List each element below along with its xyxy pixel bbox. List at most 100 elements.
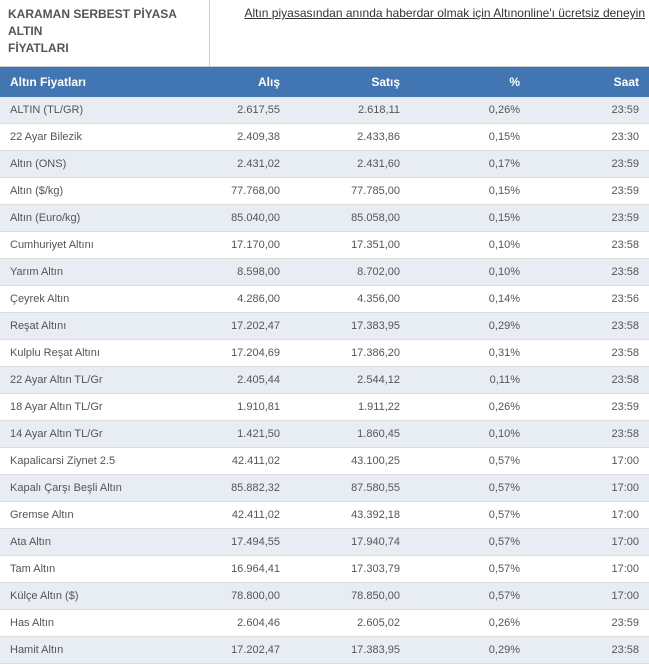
cell-pct: 0,29% (410, 313, 530, 340)
cell-satis: 17.386,20 (290, 340, 410, 367)
cell-alis: 42.411,02 (170, 448, 290, 475)
cell-pct: 0,10% (410, 232, 530, 259)
cell-alis: 17.494,55 (170, 529, 290, 556)
cell-saat: 23:59 (530, 178, 649, 205)
cell-satis: 17.940,74 (290, 529, 410, 556)
cell-alis: 1.910,81 (170, 394, 290, 421)
cell-alis: 17.202,47 (170, 313, 290, 340)
cell-saat: 23:58 (530, 340, 649, 367)
cell-name: Altın ($/kg) (0, 178, 170, 205)
cell-satis: 1.860,45 (290, 421, 410, 448)
cell-name: Hamit Altın (0, 637, 170, 664)
table-row: Altın (Euro/kg)85.040,0085.058,000,15%23… (0, 205, 649, 232)
col-name: Altın Fiyatları (0, 67, 170, 97)
cell-pct: 0,10% (410, 259, 530, 286)
page-title: KARAMAN SERBEST PİYASA ALTIN FİYATLARI (0, 0, 210, 66)
cell-pct: 0,57% (410, 583, 530, 610)
cell-alis: 4.286,00 (170, 286, 290, 313)
cell-satis: 2.544,12 (290, 367, 410, 394)
table-row: Kapalicarsi Ziynet 2.542.411,0243.100,25… (0, 448, 649, 475)
cell-name: Kapalı Çarşı Beşli Altın (0, 475, 170, 502)
cell-alis: 17.170,00 (170, 232, 290, 259)
cell-satis: 85.058,00 (290, 205, 410, 232)
cell-name: Cumhuriyet Altını (0, 232, 170, 259)
cell-satis: 2.431,60 (290, 151, 410, 178)
col-satis: Satış (290, 67, 410, 97)
table-row: Hamit Altın17.202,4717.383,950,29%23:58 (0, 637, 649, 664)
table-row: Altın ($/kg)77.768,0077.785,000,15%23:59 (0, 178, 649, 205)
cell-saat: 23:58 (530, 367, 649, 394)
cell-name: 14 Ayar Altın TL/Gr (0, 421, 170, 448)
cell-satis: 17.303,79 (290, 556, 410, 583)
cell-name: 22 Ayar Bilezik (0, 124, 170, 151)
cell-pct: 0,17% (410, 151, 530, 178)
cell-alis: 85.882,32 (170, 475, 290, 502)
cell-alis: 78.800,00 (170, 583, 290, 610)
cell-pct: 0,57% (410, 502, 530, 529)
cell-name: Altın (ONS) (0, 151, 170, 178)
table-row: Çeyrek Altın4.286,004.356,000,14%23:56 (0, 286, 649, 313)
cell-pct: 0,15% (410, 124, 530, 151)
promo-link[interactable]: Altın piyasasından anında haberdar olmak… (210, 0, 649, 66)
cell-saat: 23:58 (530, 313, 649, 340)
cell-alis: 2.405,44 (170, 367, 290, 394)
cell-pct: 0,26% (410, 394, 530, 421)
col-saat: Saat (530, 67, 649, 97)
table-row: Gremse Altın42.411,0243.392,180,57%17:00 (0, 502, 649, 529)
cell-name: Yarım Altın (0, 259, 170, 286)
cell-pct: 0,15% (410, 178, 530, 205)
cell-alis: 2.431,02 (170, 151, 290, 178)
cell-pct: 0,57% (410, 556, 530, 583)
cell-alis: 42.411,02 (170, 502, 290, 529)
cell-saat: 23:58 (530, 637, 649, 664)
cell-saat: 23:56 (530, 286, 649, 313)
table-row: Cumhuriyet Altını17.170,0017.351,000,10%… (0, 232, 649, 259)
table-header-row: Altın Fiyatları Alış Satış % Saat (0, 67, 649, 97)
gold-prices-table: Altın Fiyatları Alış Satış % Saat ALTIN … (0, 67, 649, 664)
cell-satis: 77.785,00 (290, 178, 410, 205)
cell-alis: 2.409,38 (170, 124, 290, 151)
cell-satis: 2.618,11 (290, 97, 410, 124)
table-row: Külçe Altın ($)78.800,0078.850,000,57%17… (0, 583, 649, 610)
table-row: Tam Altın16.964,4117.303,790,57%17:00 (0, 556, 649, 583)
header-bar: KARAMAN SERBEST PİYASA ALTIN FİYATLARI A… (0, 0, 649, 67)
cell-satis: 8.702,00 (290, 259, 410, 286)
cell-saat: 17:00 (530, 448, 649, 475)
cell-saat: 23:59 (530, 97, 649, 124)
cell-alis: 1.421,50 (170, 421, 290, 448)
cell-pct: 0,11% (410, 367, 530, 394)
cell-pct: 0,14% (410, 286, 530, 313)
cell-alis: 17.204,69 (170, 340, 290, 367)
cell-name: Gremse Altın (0, 502, 170, 529)
table-row: ALTIN (TL/GR)2.617,552.618,110,26%23:59 (0, 97, 649, 124)
col-alis: Alış (170, 67, 290, 97)
cell-alis: 8.598,00 (170, 259, 290, 286)
cell-name: Ata Altın (0, 529, 170, 556)
table-row: 18 Ayar Altın TL/Gr1.910,811.911,220,26%… (0, 394, 649, 421)
cell-alis: 85.040,00 (170, 205, 290, 232)
cell-saat: 17:00 (530, 583, 649, 610)
title-line-2: FİYATLARI (8, 41, 69, 55)
cell-saat: 23:58 (530, 421, 649, 448)
cell-satis: 1.911,22 (290, 394, 410, 421)
cell-alis: 17.202,47 (170, 637, 290, 664)
table-row: Reşat Altını17.202,4717.383,950,29%23:58 (0, 313, 649, 340)
cell-name: Altın (Euro/kg) (0, 205, 170, 232)
cell-name: 18 Ayar Altın TL/Gr (0, 394, 170, 421)
cell-saat: 23:59 (530, 151, 649, 178)
cell-saat: 23:30 (530, 124, 649, 151)
cell-pct: 0,29% (410, 637, 530, 664)
cell-saat: 23:58 (530, 232, 649, 259)
cell-pct: 0,26% (410, 97, 530, 124)
cell-name: Çeyrek Altın (0, 286, 170, 313)
table-row: Kapalı Çarşı Beşli Altın85.882,3287.580,… (0, 475, 649, 502)
cell-pct: 0,57% (410, 448, 530, 475)
cell-saat: 17:00 (530, 502, 649, 529)
cell-alis: 77.768,00 (170, 178, 290, 205)
cell-saat: 23:59 (530, 394, 649, 421)
cell-pct: 0,15% (410, 205, 530, 232)
cell-name: Kulplu Reşat Altını (0, 340, 170, 367)
cell-saat: 17:00 (530, 475, 649, 502)
cell-alis: 16.964,41 (170, 556, 290, 583)
cell-satis: 17.351,00 (290, 232, 410, 259)
